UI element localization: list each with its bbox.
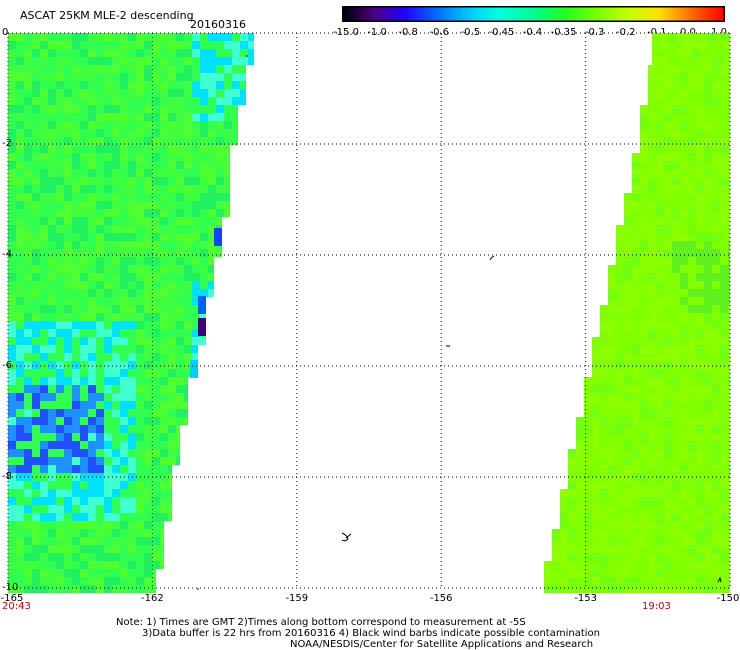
longitude-label: -162 (141, 593, 164, 604)
latitude-label: -10 (2, 582, 19, 593)
note-line-3: NOAA/NESDIS/Center for Satellite Applica… (290, 639, 594, 650)
latitude-label: 0 (2, 27, 9, 38)
note-line-2: 3)Data buffer is 22 hrs from 20160316 4)… (142, 628, 600, 639)
left-swath (8, 33, 254, 593)
longitude-label: -150 (716, 593, 740, 604)
longitude-label: -153 (574, 593, 597, 604)
lat-lon-grid (7, 32, 731, 589)
end-time: 19:03 (642, 601, 671, 612)
colorbar-label: 1.0 (711, 27, 727, 38)
longitude-label: -165 (0, 593, 24, 604)
latitude-label: -2 (2, 138, 12, 149)
colorbar-label: 0.0 (679, 27, 696, 38)
latitude-label: -4 (2, 249, 12, 260)
product-title: ASCAT 25KM MLE-2 descending (20, 9, 194, 22)
right-swath (544, 33, 730, 593)
colorbar-label: -1.0 (367, 27, 387, 38)
wind-barb (341, 532, 352, 542)
latitude-label: -6 (2, 360, 12, 371)
latitude-label: -8 (2, 471, 12, 482)
wind-barb (717, 576, 722, 583)
colorbar-label: -0.5 (460, 27, 481, 38)
colorbar-label: -0.3 (584, 27, 605, 38)
product-date: 20160316 (190, 18, 246, 31)
note-line-1: Note: 1) Times are GMT 2)Times along bot… (116, 617, 526, 628)
longitude-label: -159 (285, 593, 309, 604)
start-time: 20:43 (2, 601, 31, 612)
colorbar-label: -0.35 (550, 27, 577, 38)
longitude-label: -156 (429, 593, 453, 604)
wind-barbs (197, 55, 722, 590)
colorbar-label: -0.6 (429, 27, 450, 38)
colorbar-label: -0.2 (615, 27, 636, 38)
colorbar-label: -0.45 (488, 27, 515, 38)
colorbar-label: -15.0 (333, 27, 359, 38)
wind-barb (489, 255, 495, 261)
colorbar (342, 6, 725, 22)
